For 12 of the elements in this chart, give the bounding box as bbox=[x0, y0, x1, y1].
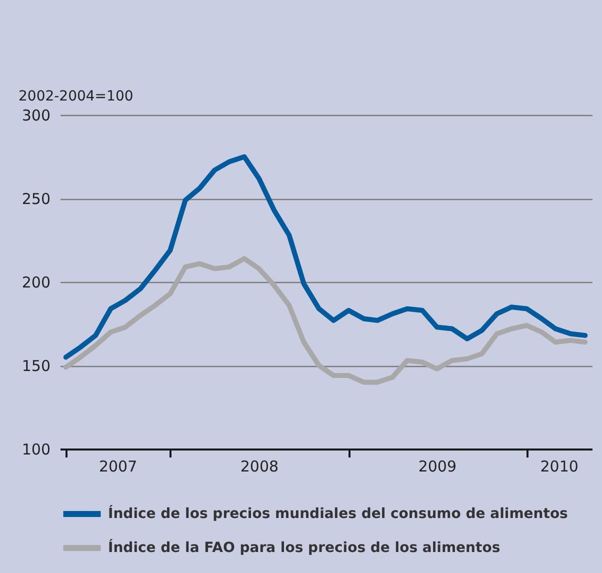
y-tick-label: 200 bbox=[22, 274, 50, 292]
legend-label: Índice de la FAO para los precios de los alimentos bbox=[108, 539, 500, 556]
y-tick-label: 300 bbox=[22, 106, 50, 124]
x-tick-label: 2010 bbox=[540, 458, 578, 476]
y-tick-label: 150 bbox=[22, 357, 50, 375]
x-tick-label: 2007 bbox=[98, 458, 138, 476]
x-tick-label: 2008 bbox=[240, 458, 279, 476]
x-tick-label: 2009 bbox=[418, 458, 457, 476]
y-tick-label: 250 bbox=[22, 190, 50, 208]
y-tick-label: 100 bbox=[22, 440, 50, 458]
legend-label: Índice de los precios mundiales del consumo de alimentos bbox=[108, 505, 568, 522]
y-axis-title: 2002-2004=100 bbox=[18, 88, 134, 104]
